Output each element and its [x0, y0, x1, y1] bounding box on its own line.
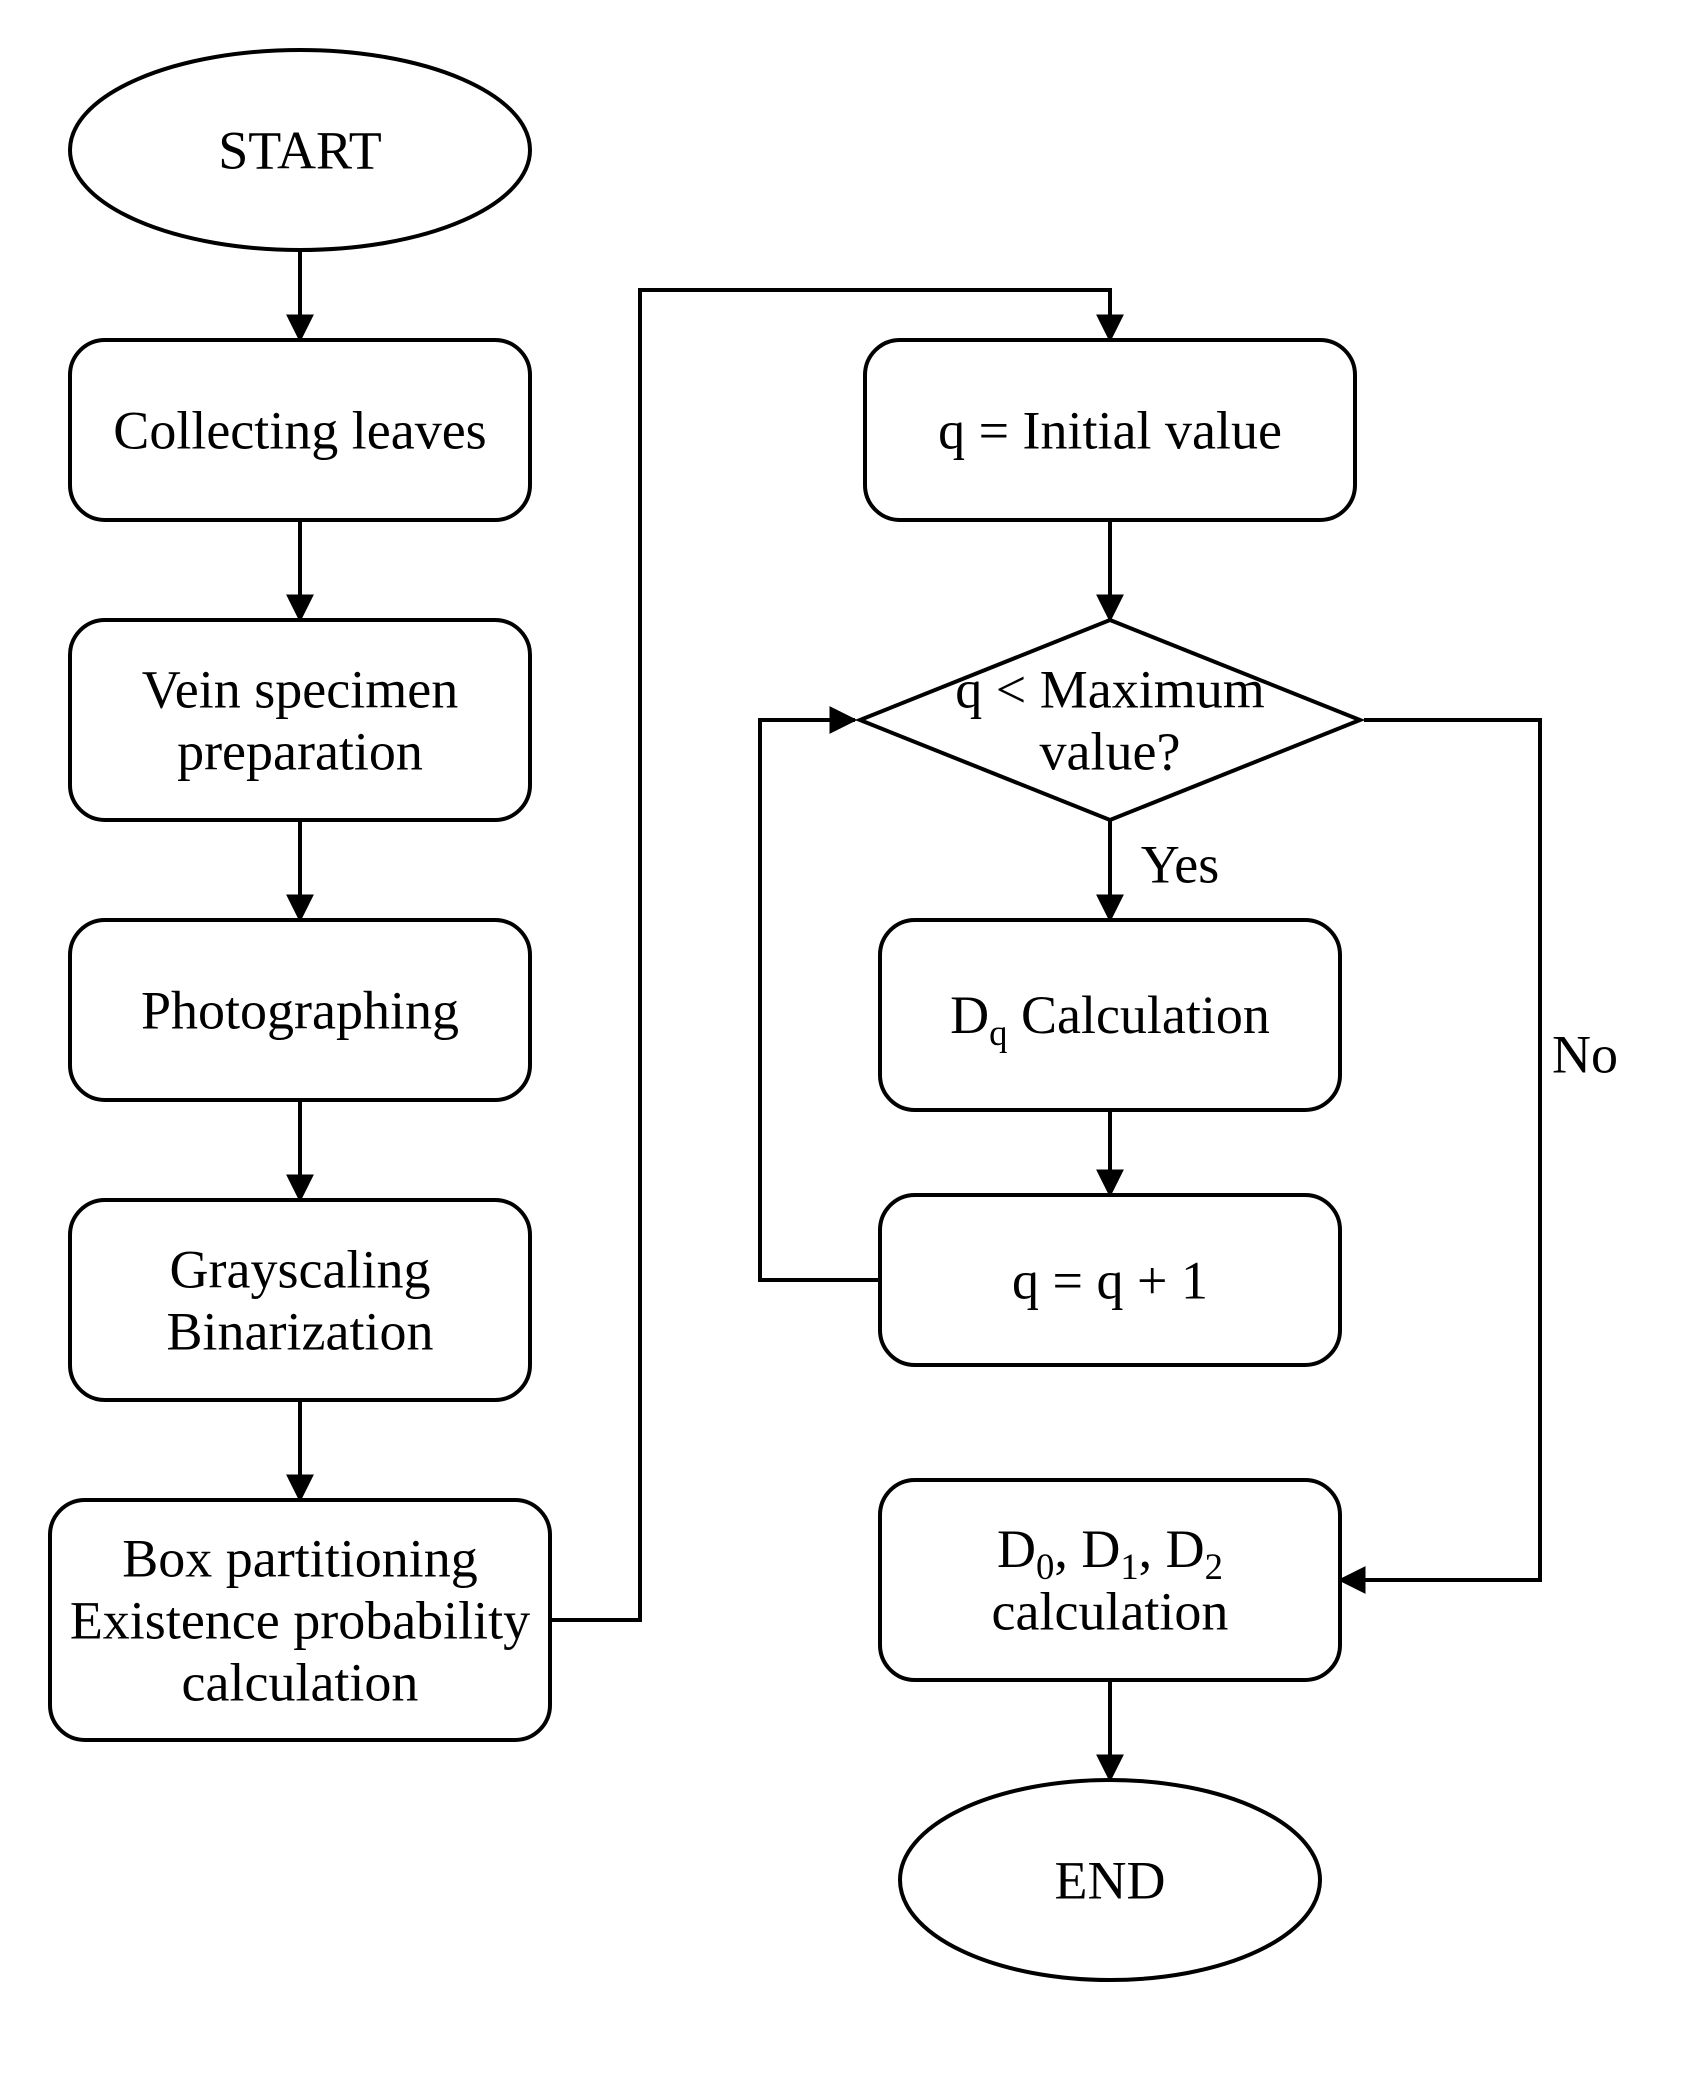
flowchart-canvas: Yes No START Collecting leaves Vein specimen… — [0, 0, 1686, 2089]
node-label-d012-1: D0, D1, D2 — [997, 1519, 1223, 1587]
node-box: Box partitioningExistence probabilitycal… — [50, 1500, 550, 1740]
node-end: END — [900, 1780, 1320, 1980]
node-vein: Vein specimenpreparation — [70, 620, 530, 820]
node-gray: GrayscalingBinarization — [70, 1200, 530, 1400]
node-label-vein-1: preparation — [177, 721, 423, 781]
node-label-start-0: START — [218, 120, 381, 180]
node-label-gray-1: Binarization — [167, 1301, 434, 1361]
node-qinit: q = Initial value — [865, 340, 1355, 520]
edge-qcond-d012 — [1340, 720, 1540, 1580]
nodes-group: START Collecting leaves Vein specimenprepa… — [50, 50, 1360, 1980]
node-label-vein-0: Vein specimen — [142, 659, 458, 719]
node-label-d012-2: calculation — [992, 1581, 1229, 1641]
node-qinc: q = q + 1 — [880, 1195, 1340, 1365]
node-dqcalc: Dq Calculation — [880, 920, 1340, 1110]
edge-label-no: No — [1552, 1024, 1618, 1084]
node-photo: Photographing — [70, 920, 530, 1100]
node-label-box-0: Box partitioning — [122, 1528, 477, 1588]
node-d012: D0, D1, D2calculation — [880, 1480, 1340, 1680]
node-label-photo-0: Photographing — [141, 980, 459, 1040]
edge-qinc-qcond — [760, 720, 880, 1280]
node-label-qinc-0: q = q + 1 — [1012, 1250, 1208, 1310]
node-collect: Collecting leaves — [70, 340, 530, 520]
node-label-box-1: Existence probability — [70, 1590, 530, 1650]
node-label-gray-0: Grayscaling — [170, 1239, 431, 1299]
node-label-qcond-0: q < Maximum — [955, 659, 1264, 719]
edge-label-yes: Yes — [1141, 834, 1220, 894]
node-label-collect-0: Collecting leaves — [113, 400, 486, 460]
node-start: START — [70, 50, 530, 250]
node-label-qcond-1: value? — [1040, 721, 1181, 781]
node-label-end-0: END — [1055, 1850, 1166, 1910]
node-label-box-2: calculation — [182, 1652, 419, 1712]
node-qcond: q < Maximumvalue? — [860, 620, 1360, 820]
node-label-qinit-0: q = Initial value — [938, 400, 1282, 460]
